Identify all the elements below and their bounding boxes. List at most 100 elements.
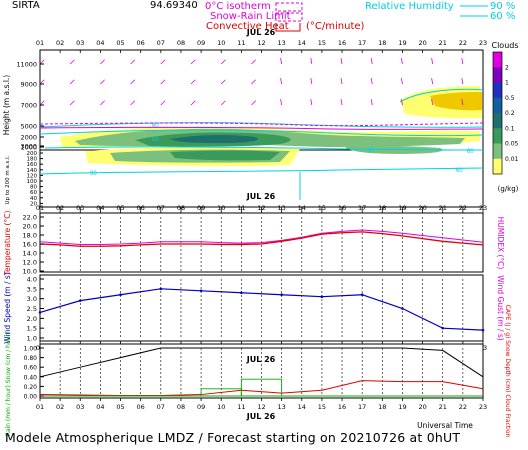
wind-arrow: [100, 79, 105, 85]
hour-tick-label: 11: [237, 403, 245, 411]
colorbar-tick-label: 1: [505, 80, 509, 87]
date-label-mid: JUL 26: [246, 192, 276, 201]
legend-rh-label: Relative Humidity: [365, 1, 454, 12]
bottom-hour-axis: 01 02 03 04 05 06 07 08 09 10 11 12 13 14 15 16 17 18 19 20…: [36, 398, 487, 411]
hour-tick-label: 10: [217, 39, 225, 47]
cloud-y-tick-label: 5000: [20, 123, 37, 131]
temperature-series: [39, 229, 484, 247]
series-point: [441, 326, 445, 330]
hour-tick-label: 06: [137, 403, 145, 411]
legend-snow-rain-label: Snow-Rain Limit: [210, 11, 291, 22]
series-point: [78, 299, 82, 302]
wind-arrow: [431, 58, 434, 65]
wind-arrow: [220, 59, 226, 65]
precip-grid: [39, 348, 484, 396]
cloud-field: [60, 86, 482, 167]
rh-label: 90: [368, 148, 375, 154]
colorbar-segment: [493, 97, 502, 114]
series-point: [360, 293, 364, 297]
hour-tick-label: 06: [137, 39, 145, 47]
series-point: [119, 293, 122, 297]
series-point: [401, 307, 404, 310]
series-line: [39, 288, 484, 331]
hour-tick-label: 15: [318, 403, 326, 411]
series-point: [320, 295, 324, 299]
cloud-y-tick-label: 3000: [20, 143, 37, 151]
rh-contour-90-top: [39, 129, 484, 137]
precip-y-label: Rain (mm / hour) Snow (cm / hour): [5, 332, 12, 436]
footer-caption: Modele Atmospherique LMDZ / Forecast sta…: [5, 430, 461, 445]
wind-arrow: [251, 79, 256, 85]
colorbar-segment: [493, 143, 502, 160]
y-tick-label: 3.0: [27, 295, 37, 303]
cloud-y-tick-label: 9000: [20, 81, 37, 89]
wind-arrow: [340, 78, 343, 85]
series-line: [39, 231, 484, 247]
wind-arrow: [310, 58, 313, 65]
hour-tick-label: 10: [217, 403, 225, 411]
hour-tick-label: 05: [116, 403, 124, 411]
hour-tick-label: 20: [418, 204, 426, 212]
series-point: [38, 311, 42, 314]
wind-arrow: [280, 78, 283, 85]
hour-tick-label: 13: [277, 204, 285, 212]
hour-tick-label: 18: [378, 204, 386, 212]
colorbar-segment: [493, 52, 502, 68]
wind-arrow: [370, 78, 373, 85]
hour-tick-label: 04: [96, 403, 104, 411]
cloud-y-label-low: Up to 200 m a.s.l.: [5, 155, 11, 204]
wind-arrows: [39, 58, 464, 106]
date-label-top: JUL 26: [246, 28, 276, 37]
rh-label: 90: [152, 137, 159, 143]
cloud-layer-bl-core: [170, 150, 280, 161]
hour-tick-label: 07: [157, 204, 165, 212]
cloud-layer-dense: [170, 134, 259, 143]
hour-tick-label: 15: [318, 39, 326, 47]
wind-arrow: [160, 59, 166, 65]
series-line: [39, 229, 484, 245]
legend-rh-60: 60 %: [490, 11, 515, 22]
series-line: [39, 380, 484, 397]
hour-tick-label: 02: [56, 403, 64, 411]
precip-series: [39, 347, 484, 397]
colorbar-segment: [493, 158, 502, 175]
series-point: [159, 287, 163, 291]
cloud-y-tick-label: 120: [27, 173, 38, 179]
hour-tick-label: 16: [338, 39, 346, 47]
wind-arrow: [100, 100, 105, 106]
hour-tick-label: 14: [298, 204, 306, 212]
hour-tick-label: 22: [459, 204, 467, 212]
colorbar-tick-label: 0.01: [505, 156, 519, 163]
hour-tick-label: 19: [398, 204, 406, 212]
temperature-y-ticks: 22.020.018.016.014.012.010.0: [23, 214, 44, 276]
y-tick-label: 1.5: [27, 325, 37, 333]
wind-arrow: [39, 100, 45, 106]
date-label-bottom: JUL 26: [246, 412, 276, 421]
y-tick-label: 20.0: [23, 223, 37, 231]
wind-arrow: [461, 99, 464, 106]
legend-convective-label: Convective Heat: [206, 21, 289, 32]
wind-series: [38, 287, 485, 332]
wind-arrow: [280, 99, 283, 106]
hour-tick-label: 18: [378, 39, 386, 47]
cloud-y-tick-label: 40: [30, 196, 37, 202]
hour-tick-label: 21: [439, 403, 447, 411]
wind-arrow: [69, 79, 75, 85]
cloud-y-tick-label: 140: [27, 168, 38, 174]
hour-tick-label: 17: [358, 403, 366, 411]
hour-tick-label: 08: [177, 204, 185, 212]
hour-tick-label: 21: [439, 204, 447, 212]
hour-tick-label: 07: [157, 39, 165, 47]
hour-tick-label: 04: [96, 39, 104, 47]
colorbar-frame: [492, 51, 503, 175]
cloud-panel: 90 60 90 60 90 60 1100090007000500030002…: [2, 41, 519, 208]
cloud-y-tick-label: 180: [27, 157, 38, 163]
humidex-y-label: HUMIDEX (°C): [496, 217, 505, 270]
cloud-y-tick-label: 2000: [20, 134, 37, 142]
hour-tick-label: 17: [358, 39, 366, 47]
precip-y-label-right: CAPE (J / g) Snow Depth (cm) Cloud Fract…: [504, 305, 511, 438]
hour-tick-label: 09: [197, 403, 205, 411]
cloud-y-tick-label: 11000: [16, 61, 37, 69]
